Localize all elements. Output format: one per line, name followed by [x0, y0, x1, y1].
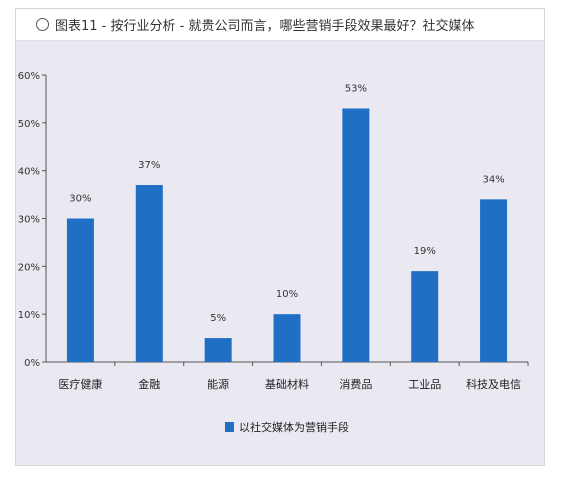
- y-tick-label: 30%: [18, 215, 40, 226]
- bar: [135, 185, 163, 362]
- y-tick-label: 10%: [18, 310, 40, 321]
- y-tick-label: 60%: [18, 71, 40, 82]
- chart-title: 图表11 - 按行业分析 - 就贵公司而言，哪些营销手段效果最好？社交媒体: [55, 19, 475, 34]
- data-label: 34%: [482, 174, 504, 185]
- bar: [411, 271, 439, 362]
- bar: [204, 338, 232, 362]
- data-label: 10%: [276, 289, 298, 300]
- x-tick-label: 消费品: [339, 377, 372, 391]
- y-tick-label: 20%: [18, 262, 40, 273]
- y-tick-label: 0%: [24, 358, 40, 369]
- legend-label: 以社交媒体为营销手段: [239, 420, 349, 434]
- y-tick-label: 50%: [18, 119, 40, 130]
- x-tick-label: 医疗健康: [58, 377, 102, 391]
- radio-circle-icon: [36, 18, 49, 31]
- bar: [480, 199, 508, 362]
- data-label: 53%: [345, 83, 367, 94]
- data-label: 37%: [138, 160, 160, 171]
- chart-card: 图表11 - 按行业分析 - 就贵公司而言，哪些营销手段效果最好？社交媒体: [15, 8, 545, 466]
- y-tick-label: 40%: [18, 167, 40, 178]
- x-tick-label: 工业品: [408, 378, 441, 391]
- data-label: 30%: [69, 194, 91, 205]
- x-tick-label: 能源: [207, 377, 229, 391]
- bar: [273, 314, 301, 362]
- x-tick-label: 科技及电信: [466, 377, 521, 391]
- data-label: 5%: [210, 313, 226, 324]
- plot-area: [16, 41, 544, 465]
- x-tick-label: 金融: [138, 377, 160, 391]
- x-tick-label: 基础材料: [265, 377, 309, 391]
- bar: [66, 218, 94, 362]
- legend-swatch: [225, 422, 234, 432]
- bar: [342, 108, 370, 362]
- data-label: 19%: [414, 246, 436, 257]
- chart-title-row: 图表11 - 按行业分析 - 就贵公司而言，哪些营销手段效果最好？社交媒体: [16, 9, 544, 41]
